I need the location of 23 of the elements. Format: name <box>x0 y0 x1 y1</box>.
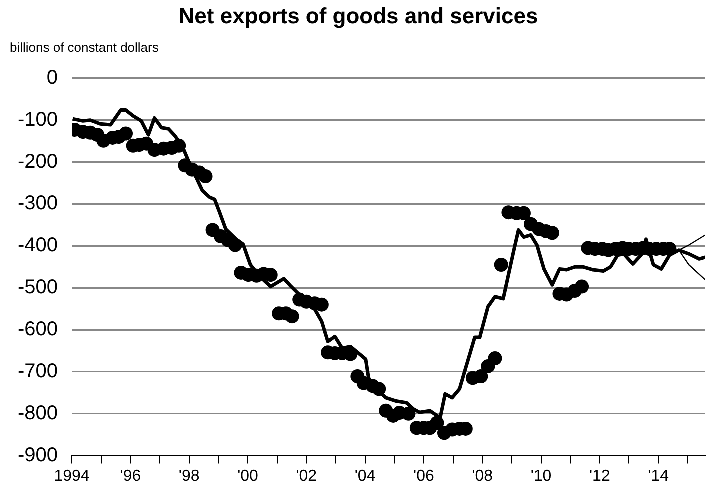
y-axis-title: billions of constant dollars <box>10 40 160 55</box>
y-tick-label: -800 <box>18 402 58 424</box>
x-tick-label: '96 <box>120 468 142 485</box>
x-tick-label: '08 <box>472 468 494 485</box>
y-tick-label: -400 <box>18 234 58 257</box>
x-tick-label: '10 <box>530 468 552 485</box>
x-tick-label: '02 <box>296 468 318 485</box>
y-tick-label: -300 <box>18 192 58 215</box>
y-tick-label: -200 <box>18 150 58 173</box>
x-tick-label: '12 <box>589 468 610 485</box>
x-tick-label: '00 <box>238 468 259 485</box>
y-tick-label: 0 <box>46 66 58 89</box>
y-tick-label: -600 <box>18 318 58 341</box>
x-tick-label: '98 <box>178 468 200 485</box>
y-tick-label: -500 <box>18 276 58 299</box>
x-tick-label: '04 <box>354 468 376 485</box>
y-tick-label: -900 <box>18 444 58 466</box>
y-tick-label: -700 <box>18 360 58 382</box>
x-tick-label: '14 <box>648 468 670 485</box>
y-tick-label: -100 <box>18 108 58 131</box>
x-tick-label: 1994 <box>54 468 90 485</box>
x-tick-label: '06 <box>414 468 434 485</box>
chart-title: Net exports of goods and services <box>178 3 538 28</box>
